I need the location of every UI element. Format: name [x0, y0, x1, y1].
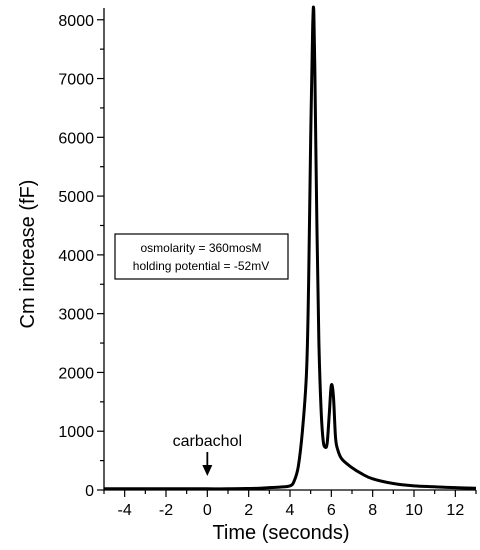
y-tick-label: 0 [85, 483, 94, 500]
y-axis-ticks: 0 1000 2000 3000 4000 5000 6000 7000 8000 [58, 13, 104, 500]
y-tick-label: 2000 [58, 365, 94, 382]
info-box: osmolarity = 360mosM holding potential =… [114, 233, 289, 280]
x-tick-label: -4 [118, 502, 132, 519]
y-tick-label: 5000 [58, 189, 94, 206]
series-line [104, 5, 477, 491]
y-tick-label: 7000 [58, 72, 94, 89]
x-tick-label: 6 [327, 502, 336, 519]
x-axis-ticks: -4 -2 0 2 4 6 8 10 12 [103, 490, 477, 519]
x-axis-title: Time (seconds) [212, 522, 349, 544]
y-tick-label: 6000 [58, 130, 94, 147]
x-tick-label: 8 [368, 502, 377, 519]
y-tick-label: 8000 [58, 13, 94, 30]
carbachol-label: carbachol [173, 433, 242, 450]
x-tick-label: 2 [244, 502, 253, 519]
x-tick-label: -2 [159, 502, 173, 519]
y-axis-title: Cm increase (fF) [17, 180, 39, 329]
carbachol-annotation: carbachol [173, 433, 242, 476]
info-box-line-2: holding potential = -52mV [133, 259, 269, 273]
info-box-frame [114, 233, 289, 280]
x-tick-label: 10 [405, 502, 423, 519]
x-tick-label: 4 [286, 502, 295, 519]
y-tick-label: 3000 [58, 307, 94, 324]
y-tick-label: 1000 [58, 424, 94, 441]
y-tick-label: 4000 [58, 248, 94, 265]
arrow-down-icon [202, 465, 213, 476]
info-box-line-1: osmolarity = 360mosM [140, 241, 261, 255]
x-tick-label: 12 [446, 502, 464, 519]
x-tick-label: 0 [203, 502, 212, 519]
